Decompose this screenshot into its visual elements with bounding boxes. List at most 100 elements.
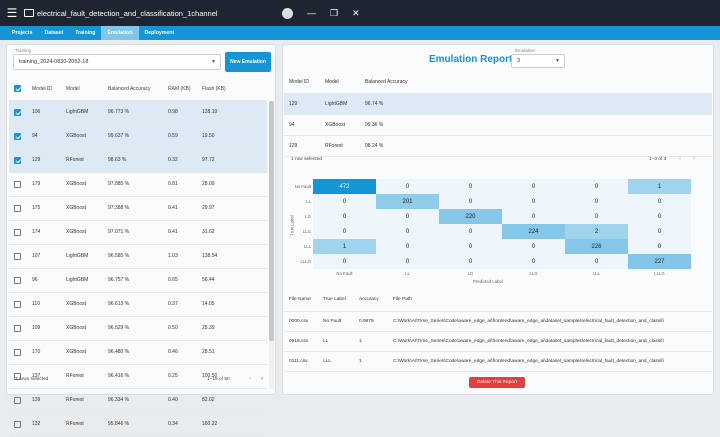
file-row[interactable]: 0918.csv LL 1 C:\Work\AI\Time_Series\Code\a…	[284, 331, 712, 352]
cm-cell: 224	[502, 224, 565, 239]
col-header-model[interactable]: Model	[61, 78, 103, 101]
table-row[interactable]: 174 XGBoost 97.071 % 0.41 31.62	[9, 220, 267, 245]
cell-flash: 56.44	[197, 268, 267, 293]
table-scrollbar[interactable]	[269, 101, 274, 389]
row-checkbox[interactable]	[14, 204, 21, 212]
cell-flash: 19.50	[197, 124, 267, 149]
maximize-icon[interactable]: ❐	[330, 7, 339, 18]
row-checkbox[interactable]	[14, 156, 21, 164]
summary-selected-text: 1 row selected	[291, 157, 322, 162]
table-row[interactable]: 139 RForest 96.334 % 0.40 82.02	[9, 388, 267, 413]
row-checkbox[interactable]	[14, 228, 21, 236]
cell-balanced-accuracy: 97.071 %	[103, 220, 163, 245]
delete-report-button[interactable]: Delete This Report	[469, 377, 525, 388]
new-emulation-button[interactable]: New Emulation	[225, 52, 271, 72]
table-row[interactable]: 110 XGBoost 96.613 % 0.37 14.05	[9, 292, 267, 317]
pagination-text: 1–15 of 50	[207, 377, 230, 382]
select-all-checkbox[interactable]	[14, 85, 21, 93]
cm-cell: 0	[628, 224, 691, 239]
table-row[interactable]: 132 RForest 95.846 % 0.34 160.22	[9, 412, 267, 437]
table-row[interactable]: 109 XGBoost 96.529 % 0.50 25.39	[9, 316, 267, 341]
file-row[interactable]: 0111.csv LLL 1 C:\Work\AI\Time_Series\Code\…	[284, 351, 712, 372]
row-checkbox[interactable]	[14, 276, 21, 284]
summary-col-balanced-accuracy[interactable]: Balanced Accuracy	[360, 72, 712, 94]
training-select[interactable]: training_2024-0830-2052-18 ▼	[13, 54, 221, 70]
row-checkbox-cell	[9, 148, 27, 173]
row-checkbox[interactable]	[14, 372, 21, 380]
row-checkbox-cell	[9, 412, 27, 437]
summary-row[interactable]: 129 LightGBM 96.74 %	[284, 93, 712, 115]
row-checkbox[interactable]	[14, 420, 21, 428]
file-cell-name: 0000.csv	[284, 311, 318, 332]
summary-row[interactable]: 94 XGBoost 99.36 %	[284, 114, 712, 136]
cm-row-label: LLG	[302, 229, 311, 234]
summary-next-icon[interactable]: ›	[693, 156, 695, 162]
tab-emulation[interactable]: Emulation	[101, 26, 139, 40]
row-checkbox[interactable]	[14, 396, 21, 404]
cell-ram: 0.37	[163, 292, 197, 317]
table-row[interactable]: 94 XGBoost 99.637 % 0.59 19.50	[9, 124, 267, 149]
table-row[interactable]: 179 XGBoost 97.885 % 0.81 28.09	[9, 172, 267, 197]
cm-cell: 472	[313, 179, 376, 194]
files-col-accuracy[interactable]: Accuracy	[354, 289, 388, 312]
summary-col-model-id[interactable]: Model ID	[284, 72, 320, 94]
tab-deployment[interactable]: Deployment	[144, 30, 175, 36]
row-checkbox[interactable]	[14, 180, 21, 188]
table-row[interactable]: 170 XGBoost 96.480 % 0.46 28.51	[9, 340, 267, 365]
scrollbar-thumb[interactable]	[269, 101, 274, 341]
report-panel: Emulation Report Emulation 3 ▼ Model ID …	[282, 44, 714, 395]
tab-dataset[interactable]: Dataset	[44, 30, 64, 36]
summary-col-model[interactable]: Model	[320, 72, 360, 94]
summary-prev-icon[interactable]: ‹	[679, 156, 681, 162]
file-row[interactable]: 0000.csv No Fault 0.9979 C:\Work\AI\Time_Se…	[284, 311, 712, 332]
cell-balanced-accuracy: 99.637 %	[103, 124, 163, 149]
file-cell-path: C:\Work\AI\Time_Series\Code\aware_edge_a…	[388, 331, 712, 352]
table-row[interactable]: 96 LightGBM 96.757 % 0.65 56.44	[9, 268, 267, 293]
table-row[interactable]: 129 RForest 98.63 % 0.32 97.72	[9, 148, 267, 173]
summary-row[interactable]: 129 RForest 98.24 %	[284, 135, 712, 157]
summary-table: Model ID Model Balanced Accuracy 129 Ligh…	[284, 72, 712, 157]
user-avatar-icon[interactable]	[282, 7, 293, 19]
row-checkbox[interactable]	[14, 300, 21, 308]
hamburger-menu-icon[interactable]: ☰	[6, 6, 18, 20]
chevron-down-icon: ▼	[211, 59, 216, 65]
emulation-select[interactable]: 3 ▼	[511, 54, 565, 68]
next-page-icon[interactable]: ›	[261, 376, 263, 382]
row-checkbox[interactable]	[14, 324, 21, 332]
cm-cell: 0	[313, 254, 376, 269]
select-all-cell	[9, 78, 27, 101]
row-checkbox[interactable]	[14, 108, 21, 116]
col-header-flash[interactable]: Flash (KB)	[197, 78, 267, 101]
cm-cell: 0	[502, 179, 565, 194]
summary-cell-accuracy: 98.24 %	[360, 135, 712, 157]
cm-cell: 0	[439, 194, 502, 209]
row-checkbox[interactable]	[14, 348, 21, 356]
tab-projects[interactable]: Projects	[12, 30, 33, 36]
prev-page-icon[interactable]: ‹	[249, 376, 251, 382]
summary-header-row: Model ID Model Balanced Accuracy	[284, 72, 712, 94]
file-cell-accuracy: 0.9979	[354, 311, 388, 332]
files-col-true-label[interactable]: True Label	[318, 289, 354, 312]
table-row[interactable]: 106 LightGBM 96.773 % 0.98 128.19	[9, 100, 267, 125]
row-checkbox[interactable]	[14, 132, 21, 140]
close-icon[interactable]: ✕	[352, 7, 360, 18]
cell-flash: 160.22	[197, 412, 267, 437]
cm-cell: 0	[439, 179, 502, 194]
col-header-ram[interactable]: RAM (KB)	[163, 78, 197, 101]
cell-ram: 0.41	[163, 220, 197, 245]
cell-model: XGBoost	[61, 124, 103, 149]
files-table-wrap: File Name True Label Accuracy File Path …	[284, 289, 712, 372]
col-header-balanced-accuracy[interactable]: Balanced Accuracy	[103, 78, 163, 101]
summary-cell-accuracy: 96.74 %	[360, 93, 712, 115]
row-checkbox[interactable]	[14, 252, 21, 260]
cm-col-label: LLL	[592, 271, 601, 276]
tab-training[interactable]: Training	[75, 30, 96, 36]
col-header-model-id[interactable]: Model ID	[27, 78, 61, 101]
table-row[interactable]: 137 RForest 96.416 % 0.25 100.50	[9, 364, 267, 389]
files-col-path[interactable]: File Path	[388, 289, 712, 312]
table-row[interactable]: 107 LightGBM 96.585 % 1.03 138.54	[9, 244, 267, 269]
minimize-icon[interactable]: —	[307, 8, 316, 18]
cm-cell: 0	[502, 239, 565, 254]
table-row[interactable]: 175 XGBoost 97.388 % 0.41 29.97	[9, 196, 267, 221]
files-col-name[interactable]: File Name	[284, 289, 318, 312]
